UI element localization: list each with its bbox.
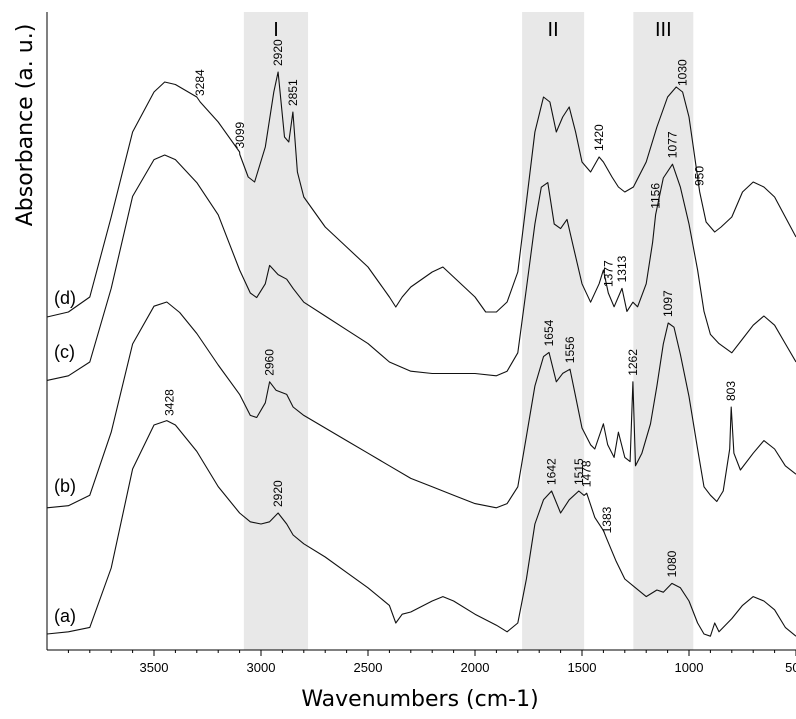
x-tick-label: 1500 [568,660,597,675]
highlight-regions: I II III [243,12,694,650]
series-label-d: (d) [54,288,76,308]
series-line-b [46,301,796,509]
peak-label: 1077 [666,131,680,158]
region-I-band [243,12,309,650]
peak-label: 2960 [263,349,277,376]
series-line-c [46,154,796,381]
peak-label: 2920 [271,39,285,66]
peak-label: 803 [724,381,738,401]
peak-label: 3099 [233,121,247,148]
peak-label: 3284 [193,69,207,96]
peak-label: 2851 [286,79,300,106]
x-axis-ticks: 3500 3000 2500 2000 1500 1000 500 [67,650,796,675]
x-tick-label: 1000 [675,660,704,675]
series-label-c: (c) [54,342,75,362]
peak-label: 1383 [600,506,614,533]
region-III-band [633,12,694,650]
spectra-series: (a) (b) (c) (d) [46,71,796,637]
region-I-label: I [273,19,279,41]
peak-label: 1556 [563,336,577,363]
x-tick-label: 500 [785,660,796,675]
peak-label: 1313 [615,255,629,282]
x-axis-title: Wavenumbers (cm-1) [301,687,538,712]
peak-label: 1377 [601,260,615,287]
y-axis-title: Absorbance (a. u.) [13,24,38,227]
peak-label: 1515 [572,458,586,485]
peak-label: 2920 [271,480,285,507]
peak-label: 1420 [592,124,606,151]
peak-label: 1097 [661,290,675,317]
region-III-label: III [655,19,672,41]
series-label-a: (a) [54,606,76,626]
peak-label: 1262 [626,349,640,376]
x-tick-label: 2500 [354,660,383,675]
x-tick-label: 3000 [247,660,276,675]
peak-label: 3428 [162,389,176,416]
peak-label: 950 [693,166,707,186]
peak-label: 1156 [649,183,663,209]
series-line-d [46,71,796,318]
series-line-a [46,420,796,637]
x-tick-label: 2000 [461,660,490,675]
peak-label: 1080 [665,550,679,577]
peak-label: 1642 [545,458,559,485]
axes [46,12,796,651]
peak-label: 1030 [676,59,690,86]
region-II-label: II [548,19,559,41]
peak-label: 1654 [542,319,556,346]
peak-label: 1478 [580,460,594,487]
x-tick-label: 3500 [140,660,169,675]
series-label-b: (b) [54,476,76,496]
